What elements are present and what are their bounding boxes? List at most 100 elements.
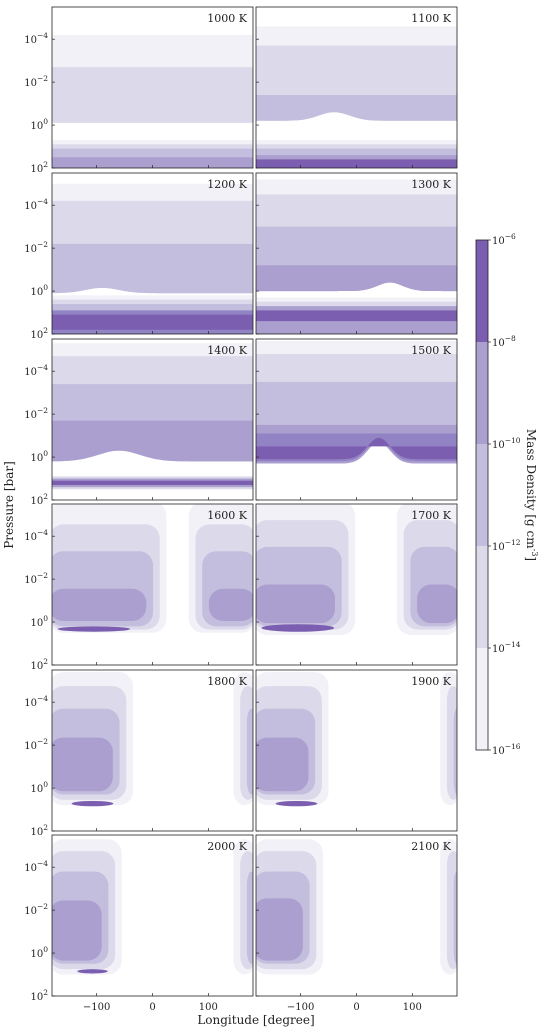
density-region-1 — [446, 686, 457, 800]
colorbar-tick-label: 10−14 — [492, 640, 521, 655]
panel-1800k: 1800 K 10−4 10−2 100 102 — [24, 669, 256, 838]
panel-label: 2100 K — [411, 840, 451, 853]
panel-label: 1400 K — [207, 344, 247, 357]
colorbar-segment — [476, 444, 488, 546]
colorbar-tick-label: 10−8 — [492, 334, 516, 349]
x-tick-label: −100 — [83, 1002, 110, 1013]
density-region-3 — [417, 584, 457, 624]
density-band-2 — [52, 243, 253, 294]
y-tick-label: 10−2 — [24, 902, 48, 917]
x-tick-label: −100 — [287, 1002, 314, 1013]
density-core — [77, 969, 108, 974]
density-region-2 — [246, 708, 253, 795]
y-tick-label: 100 — [30, 117, 48, 132]
density-band-3 — [52, 420, 253, 462]
density-band-5 — [256, 437, 457, 460]
y-tick-label: 102 — [30, 326, 48, 341]
y-tick-label: 10−2 — [24, 406, 48, 421]
y-tick-label: 10−4 — [24, 528, 48, 543]
y-tick-label: 10−4 — [24, 694, 48, 709]
x-tick-label: 100 — [199, 1002, 218, 1013]
y-tick-label: 100 — [30, 449, 48, 464]
panel-label: 1900 K — [411, 675, 451, 688]
density-band-5 — [52, 314, 253, 330]
density-band-2 — [256, 95, 457, 121]
density-core — [57, 626, 131, 632]
panel-1000k: 1000 K 10−4 10−2 100 102 — [24, 6, 254, 175]
panel-1500k: 1500 K — [255, 338, 458, 501]
colorbar-segment — [476, 648, 488, 750]
panel-label: 1200 K — [207, 178, 247, 191]
y-tick-label: 10−4 — [24, 31, 48, 46]
panel-2100k: 2100 K −100 0 100 — [255, 834, 458, 1013]
density-core — [71, 800, 114, 807]
density-region-3 — [208, 588, 253, 621]
density-region-3 — [256, 898, 303, 961]
density-region-3 — [52, 588, 147, 621]
panel-1200k: 1200 K 10−4 10−2 100 102 — [24, 172, 254, 341]
density-band-5 — [256, 159, 457, 168]
y-tick-label: 10−2 — [24, 737, 48, 752]
density-region-2 — [453, 708, 457, 795]
density-region-1 — [446, 851, 457, 970]
density-band-3 — [256, 265, 457, 292]
density-band-3 — [52, 157, 253, 168]
colorbar-tick-label: 10−6 — [492, 232, 516, 247]
y-tick-label: 100 — [30, 780, 48, 795]
colorbar-segment — [476, 546, 488, 648]
panel-1900k: 1900 K — [255, 669, 458, 832]
panel-label: 1500 K — [411, 344, 451, 357]
panel-1100k: 1100 K — [255, 6, 458, 169]
panel-label: 1700 K — [411, 509, 451, 522]
density-region-3 — [52, 737, 113, 792]
density-region-3 — [52, 900, 102, 961]
y-tick-label: 102 — [30, 657, 48, 672]
colorbar-title: Mass Density [g cm-3] — [524, 429, 539, 561]
x-tick-label: 100 — [403, 1002, 422, 1013]
x-tick-label: 0 — [149, 1002, 155, 1013]
panel-1600k: 1600 K 10−4 10−2 100 102 — [24, 503, 254, 672]
y-tick-label: 10−4 — [24, 859, 48, 874]
density-region-3 — [256, 584, 336, 624]
panel-label: 1600 K — [207, 509, 247, 522]
colorbar-frame — [475, 239, 489, 751]
panel-label: 1100 K — [411, 12, 451, 25]
colorbar-tick-label: 10−12 — [492, 538, 521, 553]
y-tick-label: 10−2 — [24, 240, 48, 255]
y-tick-label: 102 — [30, 988, 48, 1003]
density-region-3 — [254, 900, 256, 960]
density-region-2 — [246, 871, 253, 964]
panel-1700k: 1700 K — [255, 503, 458, 666]
y-tick-label: 100 — [30, 283, 48, 298]
density-region-2 — [453, 871, 457, 964]
panel-2000k: 2000 K 10−4 10−2 100 102 −100 0 100 — [24, 834, 256, 1013]
colorbar-segment — [476, 240, 488, 342]
colorbar: 10−6 10−8 10−10 10−12 10−14 10−16 — [475, 232, 521, 757]
y-tick-label: 100 — [30, 614, 48, 629]
density-band-1 — [52, 67, 253, 123]
panel-1400k: 1400 K 10−4 10−2 100 102 — [24, 338, 254, 507]
colorbar-segment — [476, 342, 488, 444]
panel-1300k: 1300 K — [255, 172, 458, 335]
y-tick-label: 10−2 — [24, 74, 48, 89]
y-tick-label: 102 — [30, 823, 48, 838]
density-core — [275, 800, 318, 807]
colorbar-tick-label: 10−10 — [492, 436, 521, 451]
y-tick-label: 10−4 — [24, 363, 48, 378]
y-tick-label: 102 — [30, 160, 48, 175]
y-tick-label: 100 — [30, 945, 48, 960]
colorbar-tick-label: 10−16 — [492, 742, 521, 757]
x-axis-title: Longitude [degree] — [197, 1013, 314, 1027]
density-region-3 — [256, 737, 309, 792]
density-band-5 — [256, 310, 457, 322]
panel-label: 2000 K — [207, 840, 247, 853]
x-tick-label: 0 — [353, 1002, 359, 1013]
y-tick-label: 102 — [30, 492, 48, 507]
y-tick-label: 10−2 — [24, 571, 48, 586]
y-axis-title: Pressure [bar] — [2, 461, 16, 549]
panel-label: 1800 K — [207, 675, 247, 688]
panel-label: 1300 K — [411, 178, 451, 191]
density-region-3 — [254, 738, 256, 792]
y-tick-label: 10−4 — [24, 197, 48, 212]
